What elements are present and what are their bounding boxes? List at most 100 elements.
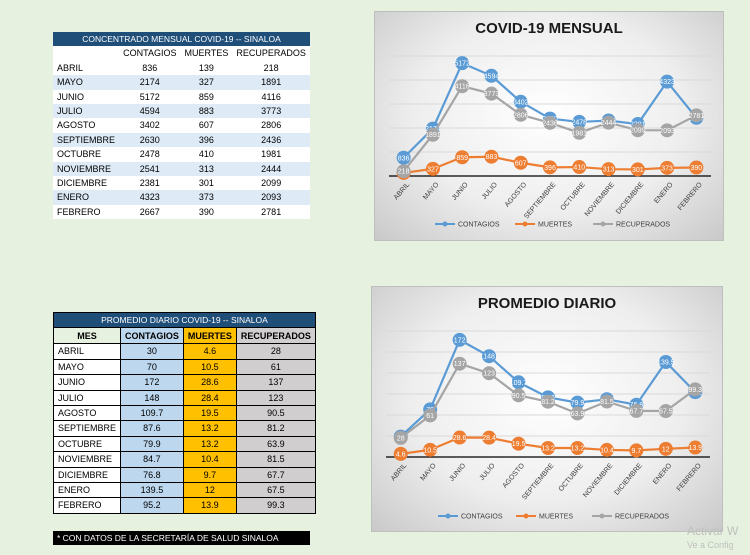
table-cell: 148 [120, 389, 184, 407]
legend-label: RECUPERADOS [615, 514, 669, 521]
x-tick-label: ENERO [653, 181, 675, 205]
row-month: SEPTIEMBRE [53, 132, 120, 148]
table-cell: 19.5 [182, 405, 237, 422]
table-cell: 70 [120, 358, 184, 376]
data-label: 5172 [454, 61, 470, 68]
table-cell: 13.2 [182, 420, 237, 437]
x-tick-label: JUNIO [448, 462, 467, 483]
table-cell: 172 [120, 374, 184, 391]
data-label: 13.9 [688, 445, 702, 452]
table-row: OCTUBRE 79.9 13.2 63.9 [52, 435, 316, 453]
table-cell: 99.3 [235, 497, 316, 514]
data-point [541, 394, 555, 409]
data-label: 10.4 [600, 447, 614, 454]
legend-label: MUERTES [538, 222, 572, 229]
data-point [543, 115, 557, 130]
data-point [630, 123, 645, 138]
table-cell: 67.7 [235, 466, 316, 484]
table-row: MAYO 2174 327 1891 [53, 75, 310, 90]
x-tick-label: AGOSTO [502, 462, 527, 490]
column-header: MUERTES [182, 327, 237, 345]
data-point [482, 366, 497, 381]
table-cell: 218 [232, 60, 310, 76]
data-label: 13.2 [571, 446, 585, 453]
data-label: 148 [483, 354, 495, 361]
data-point [570, 395, 585, 410]
row-month: NOVIEMBRE [52, 451, 122, 468]
data-label: 2478 [571, 119, 587, 126]
table-cell: 410 [180, 147, 233, 162]
table-cell: 9.7 [182, 466, 237, 484]
table-row: NOVIEMBRE 84.7 10.4 81.5 [52, 451, 316, 468]
table-row: FEBRERO 95.2 13.9 99.3 [52, 497, 316, 514]
column-header [53, 46, 120, 61]
table-cell: 28.6 [182, 374, 237, 391]
x-tick-label: MAYO [419, 462, 438, 482]
table-cell: 13.2 [182, 435, 237, 453]
table-cell: 313 [180, 161, 233, 177]
table-cell: 63.9 [235, 435, 316, 453]
data-label: 3773 [484, 91, 500, 98]
table-cell: 28.4 [182, 389, 237, 407]
row-month: FEBRERO [53, 204, 120, 220]
table-row: AGOSTO 109.7 19.5 90.5 [52, 405, 316, 422]
x-tick-label: FEBRERO [676, 462, 703, 493]
data-label: 4.6 [396, 451, 406, 458]
table-cell: 373 [180, 190, 233, 205]
table-cell: 2781 [232, 204, 310, 220]
data-point [572, 125, 587, 140]
row-month: FEBRERO [52, 497, 122, 514]
data-point [511, 388, 526, 403]
data-label: 12 [662, 446, 670, 453]
data-point [630, 162, 645, 177]
row-month: AGOSTO [53, 118, 120, 133]
table-row: JUNIO 172 28.6 137 [52, 374, 316, 391]
data-point [658, 441, 673, 456]
table-cell: 13.9 [182, 497, 237, 514]
data-label: 327 [427, 166, 439, 173]
table-row: ABRIL 836 139 218 [53, 60, 310, 76]
legend-label: RECUPERADOS [616, 222, 670, 229]
data-point [393, 446, 408, 461]
data-point [455, 150, 470, 165]
watermark-line: Activar W [687, 524, 739, 538]
data-point [452, 356, 467, 371]
data-label: 218 [398, 169, 410, 176]
table-cell: 5172 [119, 89, 181, 105]
x-tick-label: ABRIL [390, 462, 408, 482]
data-label: 313 [603, 167, 615, 174]
table-cell: 3402 [119, 118, 181, 133]
data-point [541, 441, 555, 456]
data-label: 81.5 [600, 399, 614, 406]
table-cell: 4594 [119, 104, 181, 119]
data-label: 109.7 [510, 380, 528, 387]
table-cell: 390 [180, 204, 233, 220]
data-point [455, 56, 470, 71]
x-tick-label: ENERO [652, 462, 674, 486]
data-label: 139.5 [657, 359, 675, 366]
data-point [513, 155, 528, 170]
table-cell: 109.7 [120, 405, 184, 422]
data-label: 172 [454, 337, 466, 344]
table-cell: 2381 [119, 176, 181, 191]
data-point [572, 114, 587, 129]
table-caption: PROMEDIO DIARIO COVID-19 -- SINALOA [53, 311, 316, 329]
data-label: 99.3 [688, 387, 702, 394]
table-row: DICIEMBRE 76.8 9.7 67.7 [52, 466, 316, 484]
source-note: * CON DATOS DE LA SECRETARÍA DE SALUD SI… [53, 531, 310, 545]
row-month: OCTUBRE [52, 435, 122, 453]
data-label: 607 [515, 160, 527, 167]
table-cell: 10.4 [182, 451, 237, 468]
data-point [425, 161, 440, 176]
row-month: OCTUBRE [53, 147, 120, 162]
table-cell: 2806 [232, 118, 310, 133]
data-label: 10.5 [423, 447, 437, 454]
x-tick-label: JULIO [479, 462, 497, 482]
data-point [396, 164, 411, 179]
data-label: 79.9 [571, 400, 585, 407]
data-label: 1981 [571, 130, 587, 137]
x-tick-label: OCTUBRE [560, 181, 588, 212]
table-promedio-diario: PROMEDIO DIARIO COVID-19 -- SINALOA MES C… [52, 311, 316, 514]
legend-label: CONTAGIOS [461, 514, 503, 521]
